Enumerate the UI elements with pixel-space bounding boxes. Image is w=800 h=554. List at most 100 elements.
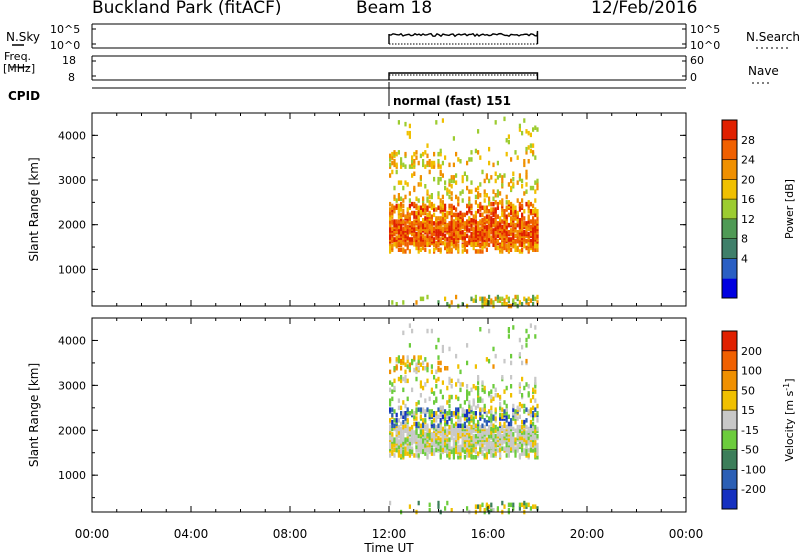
range-cell — [536, 224, 539, 230]
range-cell — [437, 191, 440, 196]
range-cell — [419, 423, 422, 428]
range-cell — [435, 243, 438, 249]
range-cell — [523, 216, 526, 221]
range-cell — [529, 242, 532, 247]
range-cell — [389, 216, 392, 221]
range-cell — [404, 446, 407, 451]
range-cell — [463, 231, 466, 237]
range-cell — [457, 157, 460, 162]
range-cell — [448, 203, 451, 209]
x-tick-label: 04:00 — [174, 527, 209, 541]
range-cell — [441, 405, 444, 411]
range-cell — [536, 216, 539, 221]
range-cell — [397, 214, 400, 219]
range-cell — [395, 203, 398, 209]
range-cell — [512, 448, 515, 453]
range-cell — [492, 414, 495, 419]
range-cell — [483, 228, 486, 233]
range-cell — [459, 230, 462, 235]
range-cell — [461, 432, 464, 437]
range-cell — [503, 446, 506, 451]
range-cell — [501, 219, 504, 224]
range-cell — [516, 428, 519, 433]
range-cell — [479, 249, 482, 254]
range-cell — [439, 437, 442, 442]
range-cell — [408, 249, 411, 254]
range-cell — [529, 506, 532, 511]
range-cell — [422, 151, 425, 157]
y-axis-title: Slant Range [km] — [27, 363, 41, 467]
range-cell — [490, 433, 493, 439]
range-cell — [404, 449, 407, 455]
range-cell — [529, 224, 532, 230]
range-cell — [408, 343, 411, 348]
range-cell — [490, 418, 493, 423]
range-cell — [433, 448, 436, 453]
range-cell — [419, 221, 422, 226]
x-tick-label: 00:00 — [669, 527, 704, 541]
range-cell — [532, 302, 535, 307]
range-cell — [488, 409, 491, 414]
range-cell — [413, 367, 416, 373]
range-cell — [477, 391, 480, 396]
range-cell — [391, 243, 394, 249]
range-cell — [461, 178, 464, 184]
range-cell — [507, 245, 510, 251]
range-cell — [536, 209, 539, 214]
range-cell — [389, 453, 392, 458]
range-cell — [437, 221, 440, 226]
range-cell — [529, 132, 532, 138]
range-cell — [521, 435, 524, 441]
range-cell — [430, 201, 433, 207]
range-cell — [446, 411, 449, 416]
range-cell — [455, 353, 458, 359]
range-cell — [455, 242, 458, 247]
range-cell — [450, 508, 453, 513]
range-cell — [419, 205, 422, 210]
range-cell — [433, 442, 436, 448]
range-cell — [470, 242, 473, 247]
range-cell — [433, 423, 436, 428]
range-cell — [455, 414, 458, 419]
range-cell — [393, 442, 396, 448]
range-cell — [527, 219, 530, 224]
range-cell — [494, 428, 497, 433]
range-cell — [446, 400, 449, 405]
range-cell — [510, 353, 513, 359]
range-cell — [397, 376, 400, 382]
range-cell — [417, 218, 420, 223]
range-cell — [455, 433, 458, 439]
range-cell — [452, 219, 455, 224]
range-cell — [424, 239, 427, 244]
range-cell — [529, 185, 532, 191]
range-cell — [468, 228, 471, 233]
power-colorbar-tick-label: 4 — [741, 252, 748, 265]
range-cell — [411, 237, 414, 242]
range-cell — [507, 421, 510, 427]
range-cell — [518, 224, 521, 230]
range-cell — [444, 424, 447, 430]
range-cell — [494, 193, 497, 198]
range-cell — [525, 150, 528, 155]
range-cell — [470, 414, 473, 419]
range-cell — [527, 214, 530, 219]
range-cell — [501, 407, 504, 412]
range-cell — [481, 449, 484, 455]
range-cell — [424, 398, 427, 403]
range-cell — [479, 504, 482, 509]
range-cell — [452, 205, 455, 210]
range-cell — [479, 327, 482, 332]
range-cell — [501, 182, 504, 187]
range-cell — [503, 400, 506, 405]
range-cell — [415, 226, 418, 231]
range-cell — [463, 242, 466, 247]
range-cell — [411, 358, 414, 364]
range-cell — [397, 242, 400, 247]
range-cell — [521, 403, 524, 409]
range-cell — [494, 243, 497, 249]
range-cell — [488, 219, 491, 224]
range-cell — [452, 441, 455, 446]
range-cell — [499, 191, 502, 196]
range-cell — [461, 423, 464, 428]
range-cell — [472, 442, 475, 448]
